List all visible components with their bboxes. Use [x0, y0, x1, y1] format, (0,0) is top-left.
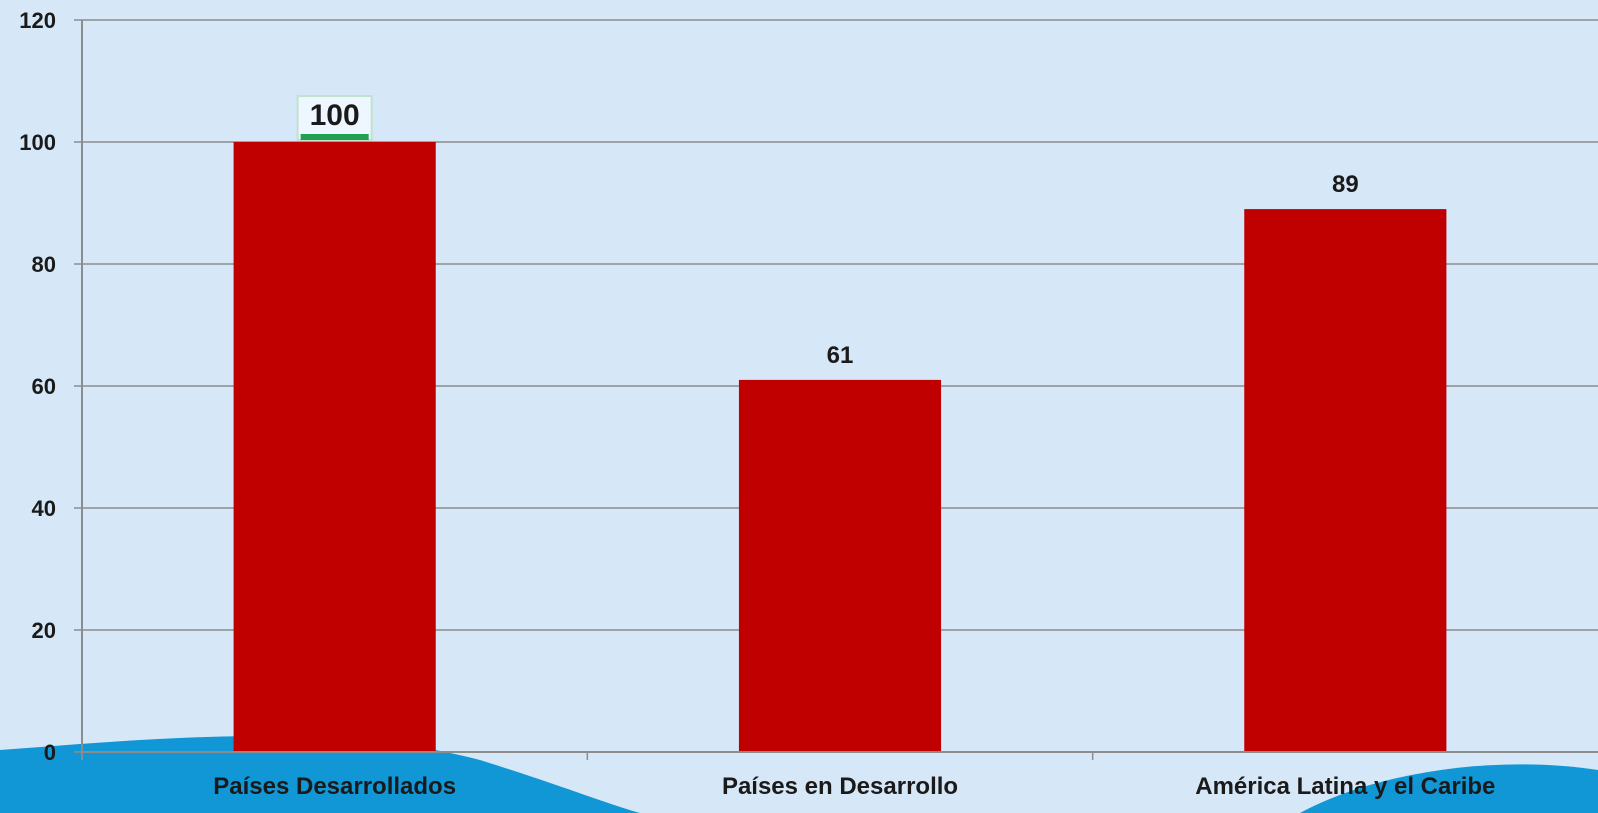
decorative-wave-left — [0, 736, 640, 813]
decorative-wave-right — [1300, 764, 1598, 813]
bar[interactable] — [1244, 209, 1447, 753]
bar[interactable] — [233, 142, 436, 752]
y-tick-label: 60 — [32, 374, 56, 399]
data-labels: 100 61 89 — [296, 95, 1359, 369]
x-tick-label: Países en Desarrollo — [722, 773, 958, 800]
y-tick-label: 20 — [32, 618, 56, 643]
x-tick-label: Países Desarrollados — [213, 773, 456, 800]
data-label[interactable]: 89 — [1332, 171, 1359, 198]
y-tick-label: 40 — [32, 496, 56, 521]
x-axis-labels: Países Desarrollados Países en Desarrollo… — [213, 773, 1495, 800]
data-label[interactable]: 100 — [310, 99, 360, 132]
x-tick-label: América Latina y el Caribe — [1195, 773, 1495, 800]
y-axis-ticks: 0 20 40 60 80 100 120 — [19, 8, 82, 765]
selection-handle[interactable] — [300, 134, 369, 140]
y-tick-label: 0 — [44, 740, 56, 765]
bars — [233, 142, 1447, 753]
y-tick-label: 100 — [19, 130, 56, 155]
bar[interactable] — [738, 379, 942, 752]
y-tick-label: 120 — [19, 8, 56, 33]
y-tick-label: 80 — [32, 252, 56, 277]
axes — [81, 20, 1598, 760]
data-label[interactable]: 61 — [827, 342, 854, 369]
